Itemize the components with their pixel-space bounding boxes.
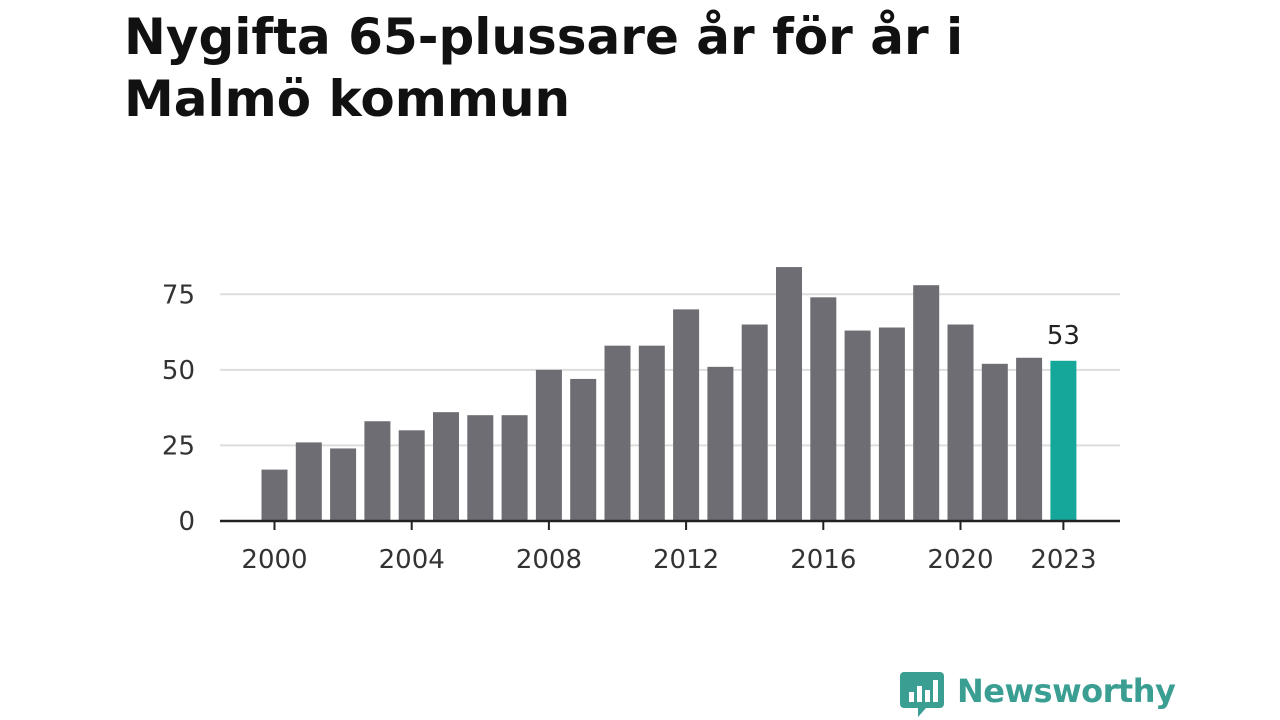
bar-2017 bbox=[844, 330, 871, 521]
bar-2019 bbox=[913, 285, 940, 521]
brand-name: Newsworthy bbox=[957, 672, 1176, 710]
chart-title: Nygifta 65-plussare år för år i Malmö ko… bbox=[124, 8, 964, 128]
bar-2002 bbox=[330, 448, 357, 521]
y-tick-label-50: 50 bbox=[162, 356, 195, 386]
bar-2010 bbox=[604, 345, 631, 521]
bar-2022 bbox=[1016, 357, 1043, 521]
bar-2009 bbox=[570, 378, 597, 521]
bar-2015 bbox=[776, 267, 802, 521]
bar-2006 bbox=[467, 415, 494, 521]
bar-2016 bbox=[810, 297, 837, 521]
newsworthy-chart-bubble-icon bbox=[900, 672, 944, 717]
bar-2012 bbox=[673, 309, 700, 521]
bar-2014 bbox=[741, 324, 768, 521]
bar-2001 bbox=[295, 442, 322, 521]
brand-logo: Newsworthy bbox=[900, 668, 1176, 718]
y-tick-label-75: 75 bbox=[162, 280, 195, 310]
bar-2018 bbox=[878, 327, 905, 521]
x-tick-label-2020: 2020 bbox=[927, 545, 993, 575]
bar-chart: 0 25 50 75 53 2000 2004 2008 2012 2016 2020 2023 bbox=[162, 267, 1120, 575]
axes bbox=[220, 519, 1120, 530]
x-tick-label-2004: 2004 bbox=[379, 545, 445, 575]
bar-2008 bbox=[535, 369, 562, 521]
x-tick-label-2016: 2016 bbox=[790, 545, 856, 575]
bar-2013 bbox=[707, 366, 734, 521]
bar-2004 bbox=[398, 430, 425, 521]
data-label-2023: 53 bbox=[1047, 321, 1080, 351]
bar-2020 bbox=[947, 324, 974, 521]
y-tick-label-0: 0 bbox=[178, 507, 195, 537]
bar-2005 bbox=[433, 412, 459, 521]
x-tick-label-2023: 2023 bbox=[1030, 545, 1096, 575]
bar-2003 bbox=[364, 421, 391, 521]
bar-2011 bbox=[638, 345, 665, 521]
labels: 0 25 50 75 53 2000 2004 2008 2012 2016 2020 2023 bbox=[162, 280, 1097, 575]
bar-2023 bbox=[1050, 360, 1077, 521]
bar-2007 bbox=[501, 415, 528, 521]
x-tick-label-2008: 2008 bbox=[516, 545, 582, 575]
bars bbox=[261, 267, 1077, 521]
x-tick-label-2012: 2012 bbox=[653, 545, 719, 575]
bar-2021 bbox=[981, 363, 1008, 521]
y-tick-label-25: 25 bbox=[162, 431, 195, 461]
bar-2000 bbox=[261, 469, 288, 521]
x-tick-label-2000: 2000 bbox=[241, 545, 307, 575]
